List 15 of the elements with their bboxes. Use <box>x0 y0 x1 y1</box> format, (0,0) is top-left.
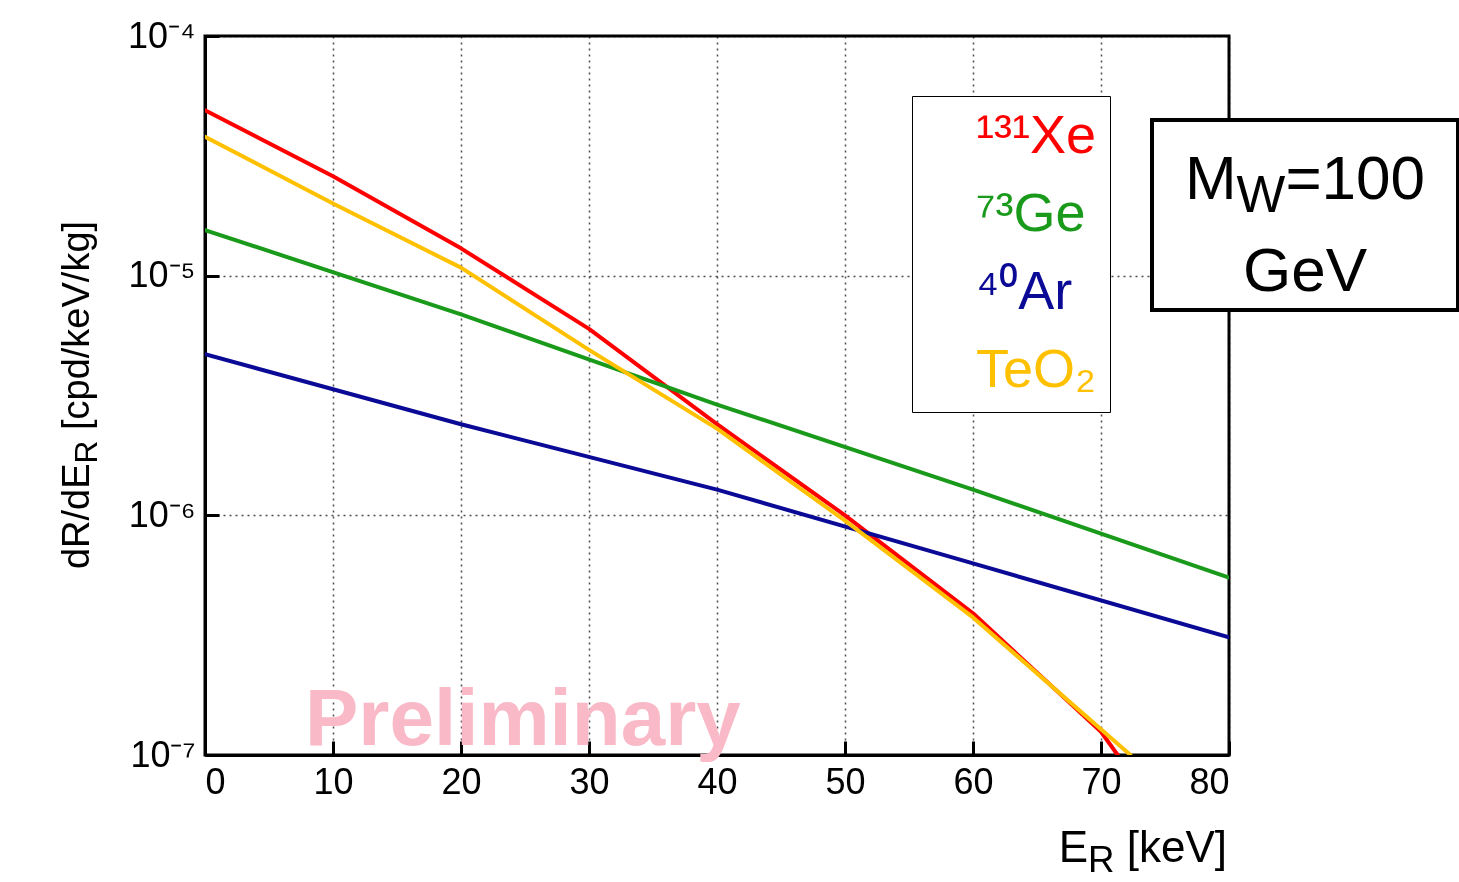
mass-label-box: M$_{W}$=100 GeV <box>1150 118 1459 312</box>
text: ⁴⁰Ar <box>976 260 1073 320</box>
x-axis-title: E$_{R}$ [keV] <box>1058 822 1227 881</box>
y-tick-label: 10⁻⁶ <box>128 493 196 535</box>
x-tick-label: 70 <box>1081 760 1122 802</box>
x-tick-label: 80 <box>1189 760 1230 802</box>
text: ⁷³Ge <box>976 182 1086 242</box>
y-tick-label: 10⁻⁷ <box>130 733 196 775</box>
y-tick-label: 10⁻⁵ <box>128 254 196 296</box>
x-tick-label: 60 <box>953 760 994 802</box>
text: ¹³¹Xe <box>976 104 1096 164</box>
y-tick-label: 10⁻⁴ <box>127 14 196 56</box>
x-tick-label: 0 <box>205 760 226 802</box>
x-tick-label: 50 <box>825 760 866 802</box>
text: TeO₂ <box>976 338 1096 398</box>
